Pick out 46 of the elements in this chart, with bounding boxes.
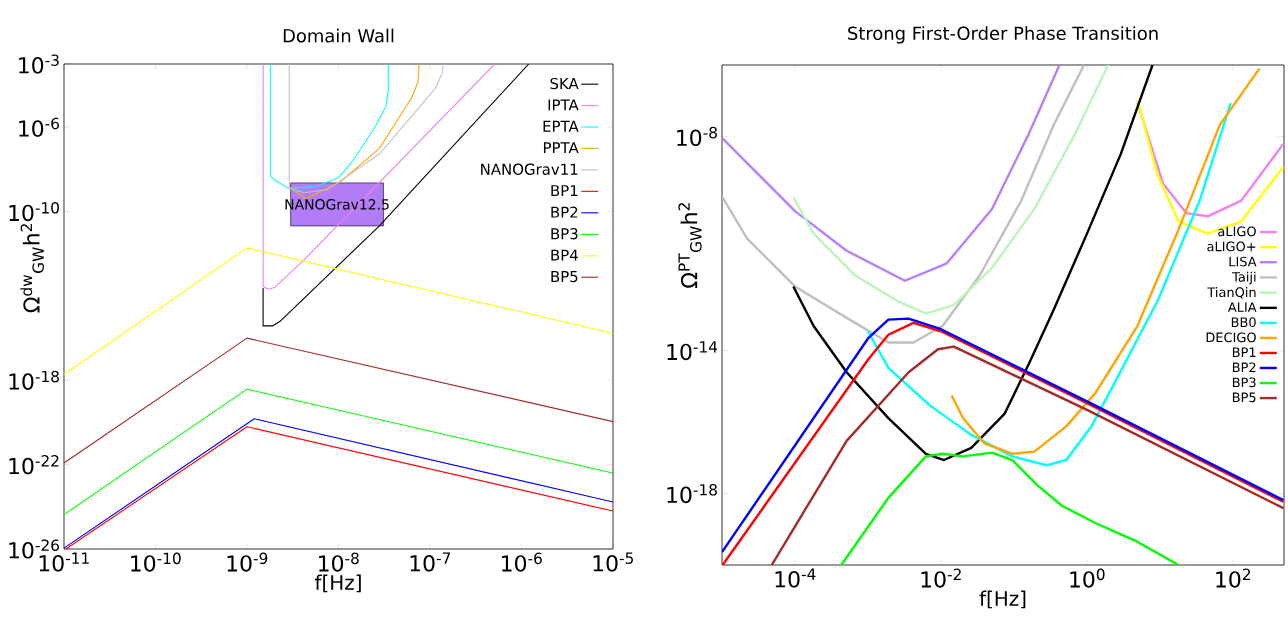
x-tick-label: 10$^{-6}$	[502, 552, 542, 572]
legend-label: LISA	[1229, 256, 1257, 267]
x-tick-label: 10$^{0}$	[1070, 568, 1105, 588]
x-tick-label: 10$^{-4}$	[775, 568, 816, 588]
legend-label: BP3	[1232, 377, 1256, 388]
legend-label: BP5	[1232, 392, 1256, 403]
y-tick-label: 10$^{-3}$	[19, 54, 59, 74]
x-tick-label: 10$^{-9}$	[227, 552, 268, 572]
y-tick-label: 10$^{-6}$	[19, 117, 60, 137]
legend-label: PPTA	[543, 142, 579, 154]
legend-label: NANOGrav11	[481, 163, 578, 175]
legend-label: BP5	[551, 271, 578, 283]
x-tick-label: 10$^{-2}$	[921, 568, 961, 588]
legend-label: DECIGO	[1206, 332, 1256, 343]
x-tick-label: 10$^{2}$	[1216, 568, 1251, 588]
legend-label: BP3	[551, 228, 578, 240]
y-tick-label: 10$^{-18}$	[9, 370, 59, 390]
y-tick-label: 10$^{-10}$	[9, 202, 59, 222]
legend-label: ALIA	[1227, 302, 1257, 312]
legend-label: EPTA	[543, 120, 579, 132]
legend-label: IPTA	[548, 99, 579, 111]
legend-label: aLIGO	[1218, 226, 1256, 237]
x-tick-label: 10$^{-8}$	[319, 552, 359, 572]
y-axis-title: Ω$^{dw}$$_{GW}$h$^{2}$	[20, 224, 44, 313]
legend-label: BB0	[1231, 317, 1256, 328]
x-axis-title: f[Hz]	[979, 590, 1026, 609]
legend-label: BP1	[1232, 347, 1256, 357]
legend-label: BP2	[1232, 362, 1256, 373]
y-tick-label: 10$^{-8}$	[677, 126, 717, 147]
chart-title: Domain Wall	[283, 28, 394, 43]
y-axis-title: Ω$^{PT}$$_{GW}$h$^{2}$	[678, 203, 702, 288]
x-tick-label: 10$^{-5}$	[593, 552, 633, 572]
legend-label: TianQin	[1207, 287, 1256, 299]
legend-label: BP4	[551, 249, 578, 261]
legend-label: BP1	[551, 185, 578, 197]
legend-label: SKA	[550, 77, 579, 90]
legend-label: Taiji	[1232, 271, 1256, 285]
y-tick-label: 10$^{-18}$	[667, 483, 717, 504]
x-tick-label: 10$^{-10}$	[131, 552, 181, 572]
x-axis-title: f[Hz]	[314, 574, 361, 593]
legend-label: BP2	[551, 206, 578, 218]
y-tick-label: 10$^{-14}$	[667, 341, 718, 361]
legend-label: aLIGO+	[1207, 241, 1256, 252]
x-tick-label: 10$^{-7}$	[410, 552, 451, 572]
y-tick-label: 10$^{-22}$	[9, 455, 59, 475]
chart-title: Strong First-Order Phase Transition	[848, 26, 1158, 44]
